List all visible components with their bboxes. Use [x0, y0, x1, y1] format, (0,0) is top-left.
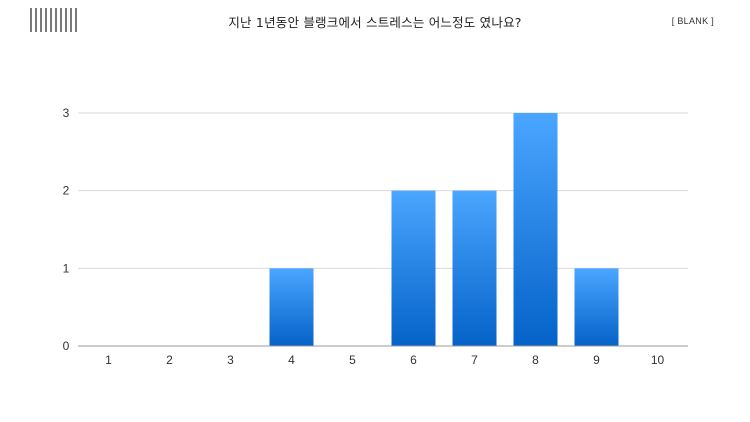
x-tick-label-3: 3 [227, 353, 234, 367]
chart-title: 지난 1년동안 블랭크에서 스트레스는 어느정도 였나요? [228, 15, 522, 30]
y-tick-label-0: 0 [63, 339, 70, 353]
barcode-logo-svg [30, 8, 77, 32]
x-tick-label-10: 10 [651, 353, 665, 367]
x-tick-label-8: 8 [532, 353, 539, 367]
bar-4 [269, 268, 314, 346]
bar-6 [391, 190, 436, 346]
grid-lines [78, 112, 688, 269]
x-tick-label-1: 1 [105, 353, 112, 367]
x-tick-label-6: 6 [410, 353, 417, 367]
barcode-logo-icon [30, 7, 80, 33]
y-tick-label-3: 3 [63, 106, 70, 120]
bar-9 [574, 268, 619, 346]
blank-tag: [ BLANK ] [671, 16, 714, 26]
x-tick-label-2: 2 [166, 353, 173, 367]
bar-7 [452, 190, 497, 346]
bar-8 [513, 113, 558, 346]
y-tick-label-1: 1 [63, 261, 70, 275]
x-tick-label-7: 7 [471, 353, 478, 367]
x-tick-label-4: 4 [288, 353, 295, 367]
x-tick-labels: 1 2 3 4 5 6 7 8 9 10 [105, 353, 664, 367]
x-tick-label-5: 5 [349, 353, 356, 367]
x-tick-label-9: 9 [593, 353, 600, 367]
y-tick-labels: 0 1 2 3 [63, 106, 70, 353]
bars [269, 113, 619, 346]
y-tick-label-2: 2 [63, 184, 70, 198]
